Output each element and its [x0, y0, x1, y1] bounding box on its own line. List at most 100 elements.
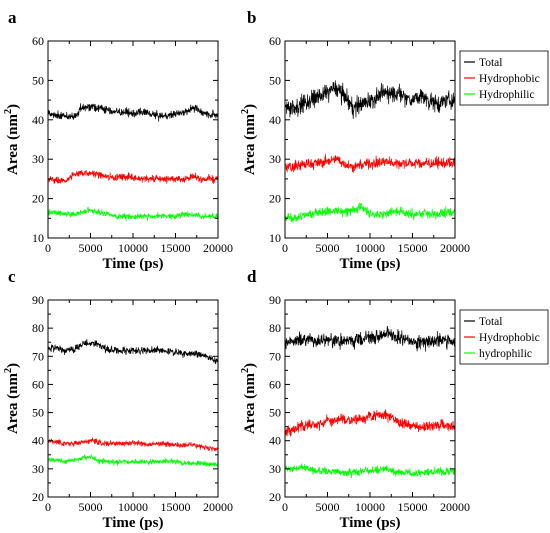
y-axis-label: Area (nm2) [240, 363, 258, 434]
x-tick-label: 15000 [161, 500, 191, 514]
panel-label: c [8, 267, 16, 286]
y-tick-label: 40 [269, 113, 281, 127]
y-tick-label: 90 [269, 293, 281, 307]
series-line-2 [48, 454, 218, 467]
x-tick-label: 15000 [398, 500, 428, 514]
x-tick-label: 10000 [355, 500, 385, 514]
x-tick-label: 0 [282, 241, 288, 255]
y-axis-label-text: Area (nm [242, 114, 258, 175]
y-axis-label: Area (nm2) [3, 363, 21, 434]
panel-b: b 0 5000 10000 15000 20000 10 20 30 40 50 60 Time (p… [240, 8, 549, 272]
y-axis-label-close: ) [242, 104, 258, 109]
series-line-1 [48, 169, 218, 184]
y-axis-label: Area (nm2) [240, 104, 258, 175]
x-tick-label: 20000 [203, 500, 233, 514]
x-tick-label: 10000 [118, 241, 148, 255]
y-tick-label: 30 [269, 462, 281, 476]
y-tick-label: 60 [32, 34, 44, 48]
series-line-total [285, 80, 455, 119]
series-group [285, 325, 455, 479]
series-group [48, 103, 218, 222]
y-tick-label: 80 [32, 321, 44, 335]
x-tick-label: 20000 [440, 500, 470, 514]
legend-label: Total [479, 316, 502, 328]
series-line-0 [48, 339, 218, 365]
y-axis-label-text: Area (nm [5, 373, 21, 434]
panel-label: d [247, 267, 257, 286]
series-line-total [285, 325, 455, 352]
series-line-hydrophobic [285, 409, 455, 439]
plot-frame [47, 40, 219, 239]
panel-c: c 0 5000 10000 15000 20000 20 30 40 50 60 70 80 90 Tim… [3, 267, 233, 531]
legend: Total Hydrophobic Hydrophilic [459, 50, 549, 106]
y-axis-label-superscript: 2 [3, 368, 14, 373]
y-tick-label: 20 [269, 192, 281, 206]
x-tick-label: 0 [282, 500, 288, 514]
x-tick-label: 5000 [316, 241, 340, 255]
x-axis-label: Time (ps) [103, 256, 164, 272]
y-axis-label-superscript: 2 [3, 109, 14, 114]
x-tick-label: 5000 [79, 500, 103, 514]
series-line-0 [48, 103, 218, 122]
legend-label: Hydrophilic [479, 89, 535, 101]
y-tick-label: 50 [269, 73, 281, 87]
x-tick-label: 10000 [355, 241, 385, 255]
y-tick-label: 20 [32, 192, 44, 206]
y-tick-label: 50 [32, 73, 44, 87]
panel-label: a [8, 8, 17, 27]
x-tick-label: 5000 [79, 241, 103, 255]
y-tick-label: 10 [32, 231, 44, 245]
y-tick-label: 50 [32, 406, 44, 420]
panel-label: b [247, 8, 256, 27]
legend: Total Hydrophobic hydrophilic [459, 309, 549, 365]
y-tick-label: 60 [269, 34, 281, 48]
series-line-1 [48, 437, 218, 453]
y-tick-label: 30 [32, 462, 44, 476]
y-axis-label-text: Area (nm [5, 114, 21, 175]
plot-frame [284, 40, 456, 239]
y-tick-label: 90 [32, 293, 44, 307]
y-tick-label: 60 [269, 377, 281, 391]
x-tick-label: 10000 [118, 500, 148, 514]
x-axis-label: Time (ps) [340, 515, 401, 531]
y-axis-label-close: ) [242, 363, 258, 368]
y-axis-label: Area (nm2) [3, 104, 21, 175]
x-axis-label: Time (ps) [103, 515, 164, 531]
series-line-hydrophobic [285, 153, 455, 173]
x-tick-label: 5000 [316, 500, 340, 514]
series-line-hydrophilic [285, 463, 455, 479]
y-axis-label-superscript: 2 [240, 109, 251, 114]
x-tick-label: 15000 [161, 241, 191, 255]
y-tick-label: 40 [269, 434, 281, 448]
y-tick-label: 30 [32, 152, 44, 166]
legend-label: hydrophilic [479, 348, 532, 360]
y-tick-label: 70 [269, 349, 281, 363]
series-group [48, 339, 218, 467]
x-tick-label: 0 [45, 500, 51, 514]
panel-d: d 0 5000 10000 15000 20000 20 30 40 50 60 70 80 90 Tim… [240, 267, 549, 531]
panel-a: a 0 5000 10000 15000 20000 10 20 30 40 50 60 Time (p… [3, 8, 233, 272]
plot-frame [47, 299, 219, 498]
y-axis-label-close: ) [5, 363, 21, 368]
y-tick-label: 40 [32, 113, 44, 127]
y-axis-label-text: Area (nm [242, 373, 258, 434]
y-tick-label: 60 [32, 377, 44, 391]
y-tick-label: 80 [269, 321, 281, 335]
y-tick-label: 50 [269, 406, 281, 420]
y-tick-label: 70 [32, 349, 44, 363]
legend-label: Hydrophobic [479, 73, 540, 85]
x-tick-label: 20000 [440, 241, 470, 255]
series-group [285, 80, 455, 223]
legend-label: Hydrophobic [479, 332, 540, 344]
series-line-hydrophilic [285, 202, 455, 223]
y-axis-label-superscript: 2 [240, 368, 251, 373]
x-axis-label: Time (ps) [340, 256, 401, 272]
series-line-2 [48, 206, 218, 222]
y-tick-label: 10 [269, 231, 281, 245]
x-tick-label: 20000 [203, 241, 233, 255]
y-tick-label: 30 [269, 152, 281, 166]
y-axis-label-close: ) [5, 104, 21, 109]
y-tick-label: 20 [32, 490, 44, 504]
x-tick-label: 0 [45, 241, 51, 255]
